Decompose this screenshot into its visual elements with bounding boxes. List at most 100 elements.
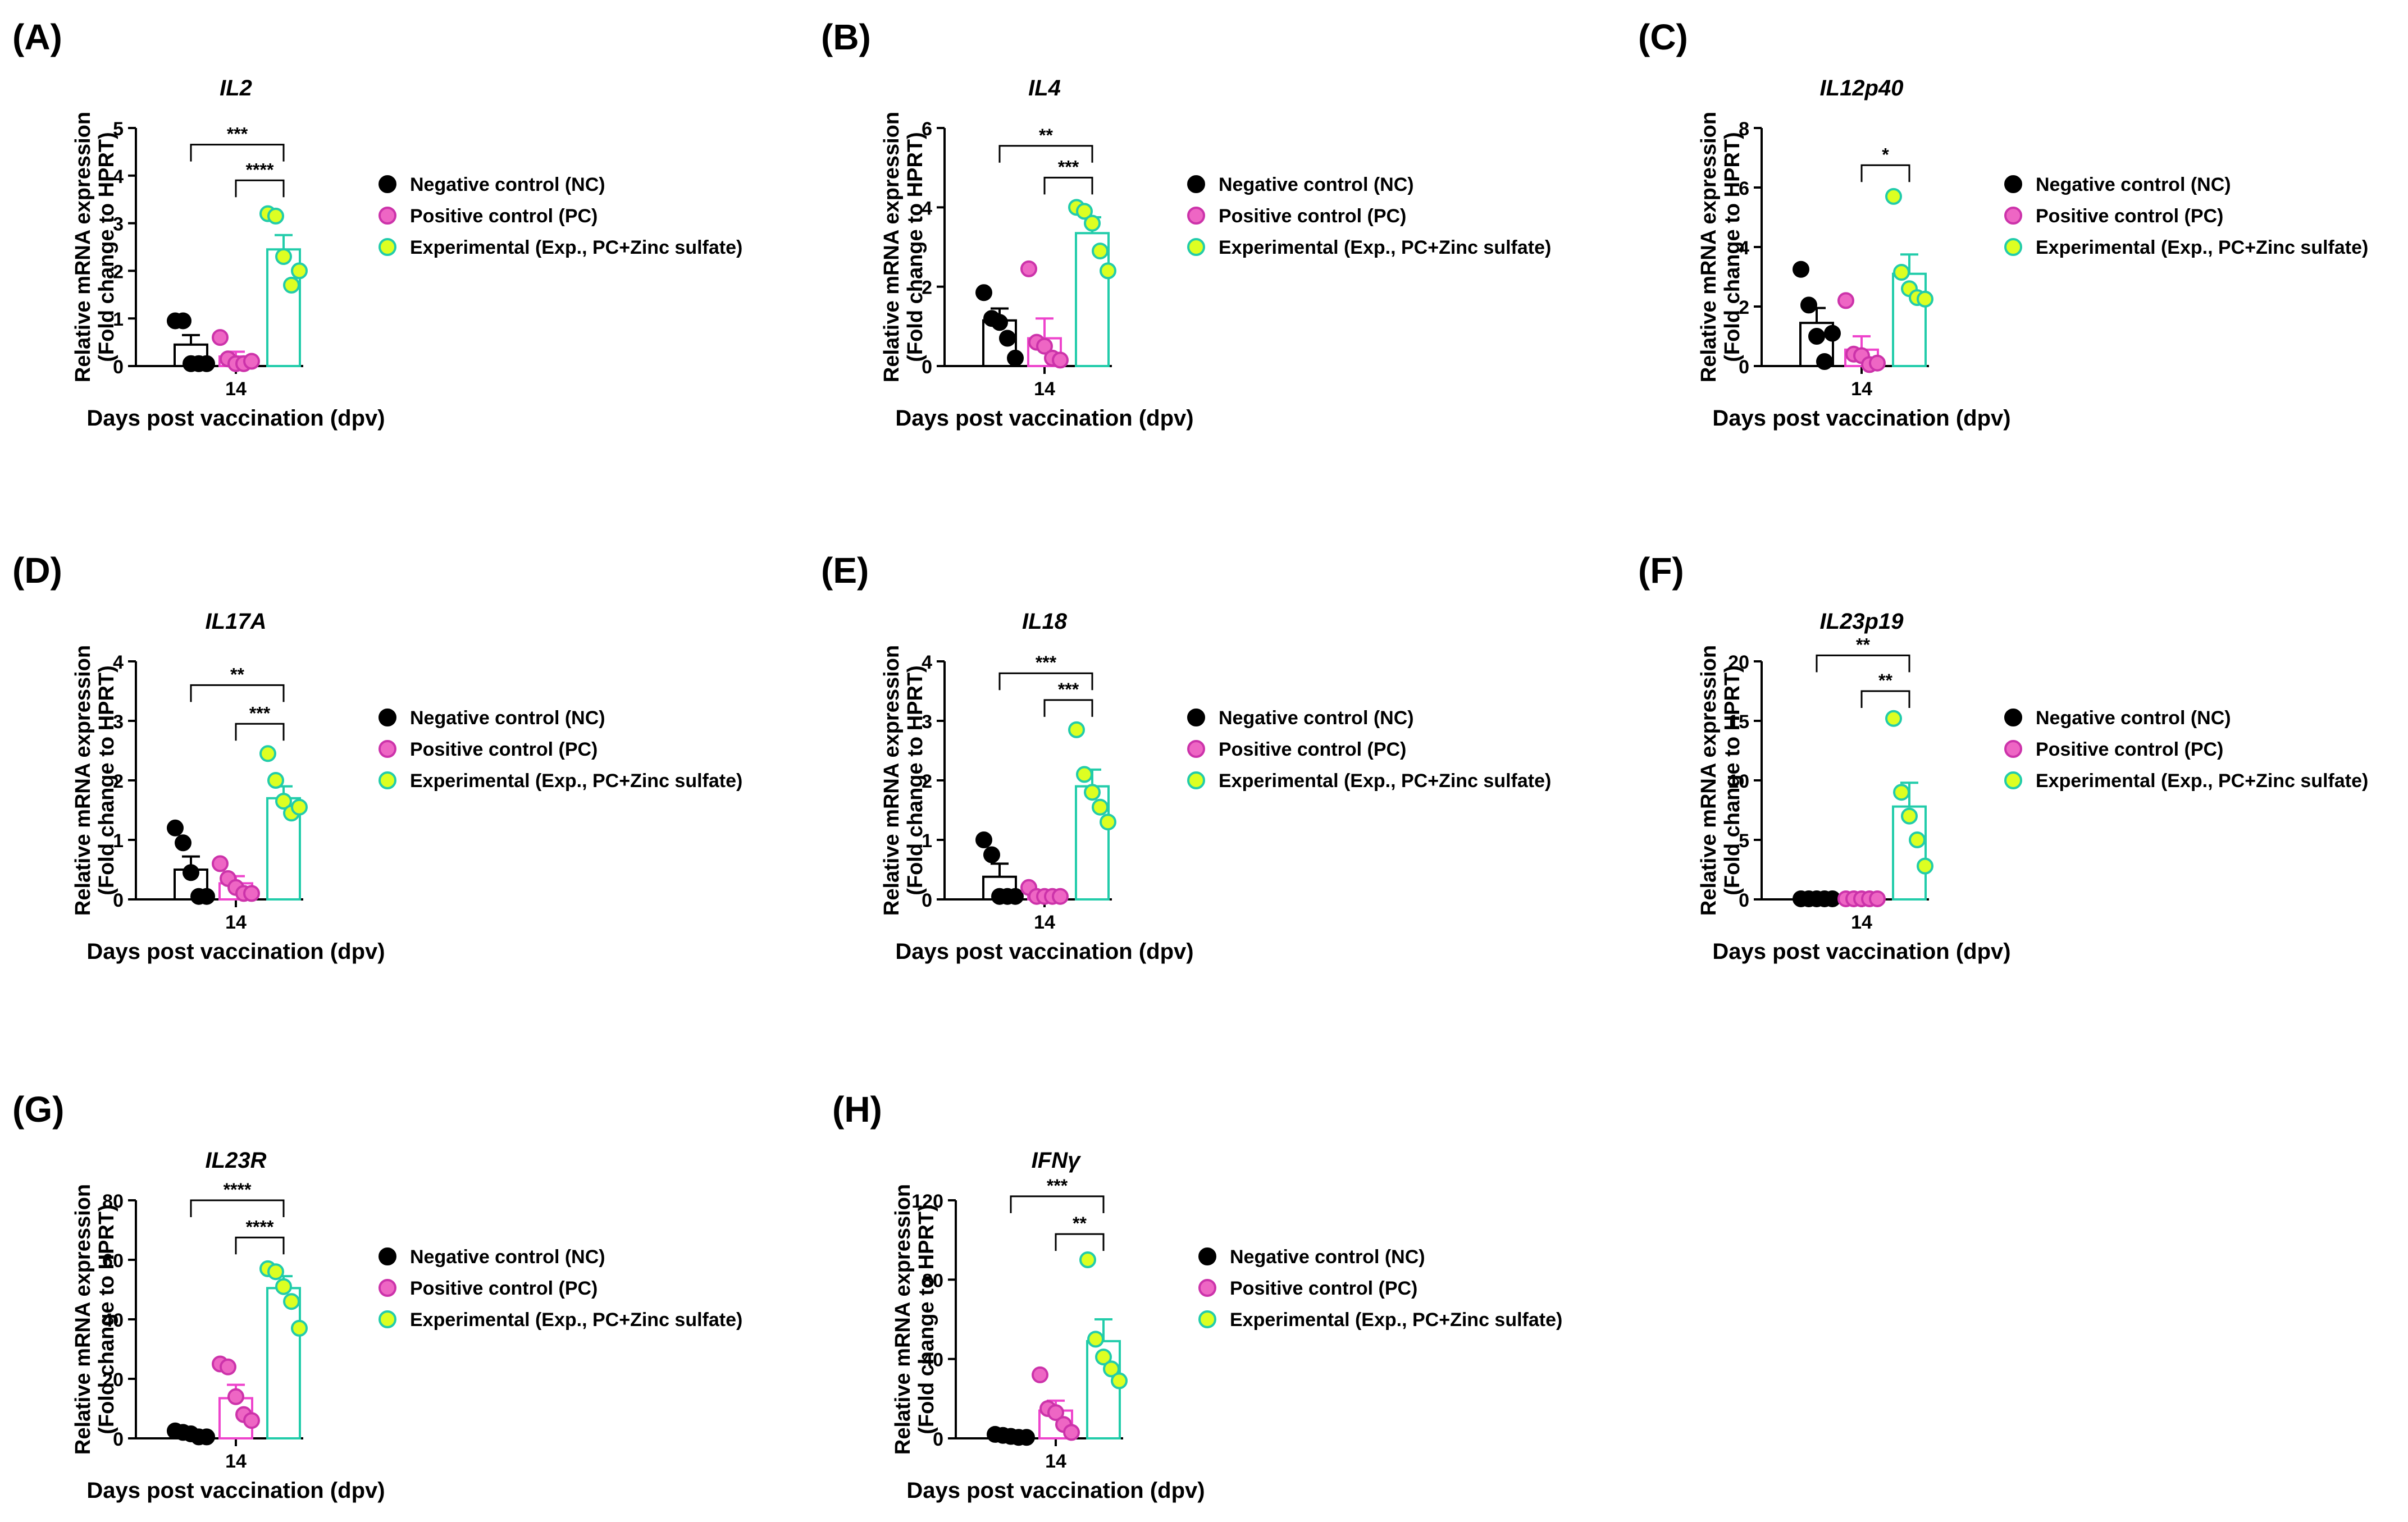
chart-title: IL23R — [206, 1148, 267, 1173]
y-axis-label-line2: (Fold change to HPRT) — [95, 132, 118, 362]
legend-marker-0 — [378, 1247, 396, 1265]
y-axis-label-line1: Relative mRNA expression — [71, 645, 95, 916]
chart-panel-6: (G) IL23R Relative mRNA expression (Fold ch… — [12, 1089, 742, 1503]
significance-label: ** — [1856, 634, 1870, 655]
data-point-1 — [1036, 337, 1053, 355]
data-point-1 — [243, 353, 260, 370]
significance-label: *** — [227, 124, 248, 144]
y-axis-label-line1: Relative mRNA expression — [891, 1184, 915, 1455]
chart-panel-0: (A) IL2 Relative mRNA expression (Fold chan… — [12, 17, 742, 431]
y-axis-label-line1: Relative mRNA expression — [1697, 112, 1721, 382]
y-tick-label: 4 — [1739, 237, 1749, 259]
legend-label-0: Negative control (NC) — [410, 1246, 605, 1268]
x-axis-label: Days post vaccination (dpv) — [895, 939, 1193, 964]
panel-letter: (H) — [832, 1089, 882, 1130]
y-tick-label: 0 — [1739, 890, 1749, 911]
data-point-1 — [212, 855, 229, 872]
significance-label: ** — [1073, 1213, 1087, 1233]
data-point-2 — [1901, 807, 1918, 825]
y-tick-label: 15 — [1728, 711, 1749, 733]
significance-label: *** — [249, 703, 271, 723]
legend-label-0: Negative control (NC) — [410, 707, 605, 729]
legend-label-2: Experimental (Exp., PC+Zinc sulfate) — [410, 237, 742, 258]
legend-marker-1 — [378, 740, 396, 758]
y-tick-label: 2 — [922, 771, 932, 792]
legend-label-2: Experimental (Exp., PC+Zinc sulfate) — [410, 770, 742, 792]
significance-bracket — [1860, 690, 1910, 708]
y-axis-label-line1: Relative mRNA expression — [1697, 645, 1721, 916]
legend-label-2: Experimental (Exp., PC+Zinc sulfate) — [1219, 770, 1551, 792]
legend-marker-1 — [1198, 1279, 1216, 1297]
data-point-0 — [1793, 260, 1809, 278]
significance-bracket — [1860, 164, 1910, 182]
y-tick-label: 4 — [922, 198, 932, 219]
legend-label-1: Positive control (PC) — [410, 1278, 598, 1299]
y-tick-label: 1 — [922, 830, 932, 852]
data-point-1 — [1032, 1366, 1048, 1383]
data-point-2 — [1068, 721, 1085, 738]
legend-label-1: Positive control (PC) — [1219, 205, 1406, 227]
panel-letter: (F) — [1638, 550, 1684, 591]
legend-marker-2 — [2004, 771, 2022, 789]
chart-title: IL2 — [220, 76, 252, 100]
legend-marker-2 — [378, 238, 396, 256]
data-point-1 — [243, 885, 260, 902]
data-point-0 — [198, 355, 215, 372]
y-axis-label-line2: (Fold change to HPRT) — [1721, 132, 1744, 362]
legend-label-2: Experimental (Exp., PC+Zinc sulfate) — [410, 1309, 742, 1331]
y-tick-label: 0 — [113, 890, 124, 911]
significance-bracket — [1010, 1195, 1105, 1213]
data-point-2 — [275, 1278, 292, 1295]
data-point-2 — [1079, 1251, 1096, 1268]
significance-bracket — [235, 179, 285, 198]
legend-marker-1 — [378, 1279, 396, 1297]
y-axis-label-line2: (Fold change to HPRT) — [95, 1204, 118, 1434]
significance-label: *** — [1036, 652, 1057, 673]
legend-label-0: Negative control (NC) — [1219, 174, 1414, 195]
y-tick-label: 120 — [911, 1191, 943, 1212]
data-point-1 — [1837, 292, 1854, 309]
legend-marker-1 — [378, 207, 396, 225]
data-point-0 — [1800, 296, 1817, 314]
legend-marker-2 — [1187, 771, 1205, 789]
significance-label: ** — [230, 664, 244, 684]
legend-label-1: Positive control (PC) — [2036, 205, 2223, 227]
y-tick-label: 0 — [113, 1429, 124, 1450]
legend-label-2: Experimental (Exp., PC+Zinc sulfate) — [1219, 237, 1551, 258]
data-point-2 — [1100, 813, 1116, 831]
data-point-2 — [275, 248, 292, 265]
x-tick-label: 14 — [1045, 1451, 1066, 1472]
data-point-2 — [259, 745, 276, 762]
y-axis-label-line1: Relative mRNA expression — [880, 645, 904, 916]
y-tick-label: 5 — [113, 118, 124, 140]
data-point-0 — [983, 846, 1000, 863]
data-point-1 — [1052, 888, 1069, 905]
legend-marker-0 — [378, 709, 396, 726]
panel-letter: (G) — [12, 1089, 64, 1130]
data-point-0 — [991, 314, 1008, 331]
data-point-0 — [175, 312, 191, 330]
data-point-1 — [1047, 1404, 1064, 1422]
significance-bracket — [998, 145, 1093, 163]
data-point-1 — [1869, 354, 1886, 372]
significance-bracket — [998, 672, 1093, 691]
y-tick-label: 40 — [102, 1310, 124, 1331]
y-tick-label: 0 — [922, 356, 932, 378]
data-point-0 — [183, 864, 199, 881]
x-tick-label: 14 — [1851, 378, 1872, 400]
y-tick-label: 40 — [922, 1350, 943, 1371]
panel-letter: (E) — [821, 550, 869, 591]
x-tick-label: 14 — [225, 912, 247, 933]
significance-bracket — [1043, 176, 1093, 195]
legend-marker-1 — [1187, 207, 1205, 225]
y-tick-label: 4 — [922, 652, 932, 673]
y-tick-label: 2 — [113, 261, 124, 282]
significance-label: ** — [1878, 670, 1892, 691]
data-point-1 — [1869, 890, 1886, 907]
legend-marker-0 — [2004, 709, 2022, 726]
legend-marker-0 — [1198, 1247, 1216, 1265]
data-point-2 — [291, 798, 308, 816]
y-tick-label: 8 — [1739, 118, 1749, 140]
significance-label: * — [1882, 144, 1889, 164]
data-point-2 — [1076, 766, 1093, 783]
